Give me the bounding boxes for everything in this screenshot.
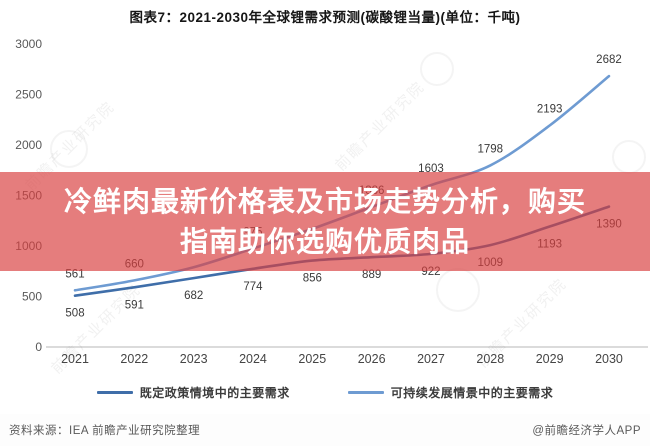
credit-note: @前瞻经济学人APP — [532, 425, 641, 437]
legend-swatch-stated-policies — [96, 390, 133, 394]
x-axis-year-label: 2027 — [417, 352, 445, 366]
data-point-label: 856 — [303, 273, 322, 285]
x-axis-year-label: 2026 — [358, 352, 386, 366]
data-point-label: 508 — [65, 308, 84, 320]
x-axis-year-label: 2030 — [595, 352, 623, 366]
x-axis-year-label: 2029 — [536, 352, 564, 366]
legend-swatch-sustainable-development — [347, 390, 384, 394]
data-point-label: 2682 — [596, 54, 622, 66]
legend-item-stated-policies: 既定政策情境中的主要需求 — [96, 384, 290, 401]
watermark-logo-ring — [50, 130, 88, 168]
chart-title: 图表7：2021-2030年全球锂需求预测(碳酸锂当量)(单位：千吨) — [129, 10, 521, 25]
legend-label: 既定政策情境中的主要需求 — [139, 385, 290, 400]
x-axis-year-label: 2028 — [476, 352, 504, 366]
legend-item-sustainable-development: 可持续发展情景中的主要需求 — [347, 384, 554, 401]
y-axis-tick-label: 500 — [22, 290, 42, 304]
chart-footer: 资料来源：IEA 前瞻产业研究院整理 @前瞻经济学人APP — [0, 414, 650, 446]
data-point-label: 591 — [125, 299, 144, 311]
y-axis-tick-label: 2000 — [15, 138, 42, 152]
headline-overlay-line2: 指南助你选购优质肉品 — [179, 225, 470, 257]
chart-legend: 既定政策情境中的主要需求 可持续发展情景中的主要需求 — [0, 381, 650, 403]
y-axis-tick-label: 2500 — [15, 88, 42, 102]
headline-overlay-line1: 冷鲜肉最新价格表及市场走势分析，购买 — [63, 185, 586, 217]
data-point-label: 682 — [184, 290, 203, 302]
data-point-label: 561 — [65, 268, 84, 280]
data-point-label: 889 — [362, 269, 381, 281]
headline-overlay-banner: 冷鲜肉最新价格表及市场走势分析，购买 指南助你选购优质肉品 — [0, 172, 650, 271]
source-note: 资料来源：IEA 前瞻产业研究院整理 — [9, 425, 201, 437]
watermark-logo-ring — [436, 268, 480, 312]
x-axis-year-label: 2024 — [239, 352, 267, 366]
x-axis-year-label: 2022 — [120, 352, 148, 366]
watermark-logo-ring — [612, 140, 646, 174]
legend-label: 可持续发展情景中的主要需求 — [390, 385, 554, 400]
x-axis-year-label: 2021 — [61, 352, 89, 366]
data-point-label: 2193 — [537, 104, 563, 116]
data-point-label: 774 — [243, 281, 263, 293]
x-axis-year-label: 2023 — [180, 352, 208, 366]
watermark-logo-ring — [420, 52, 454, 86]
y-axis-tick-label: 3000 — [15, 37, 42, 51]
x-axis-year-label: 2025 — [298, 352, 326, 366]
y-axis-tick-label: 0 — [35, 340, 42, 354]
data-point-label: 1798 — [478, 143, 504, 155]
